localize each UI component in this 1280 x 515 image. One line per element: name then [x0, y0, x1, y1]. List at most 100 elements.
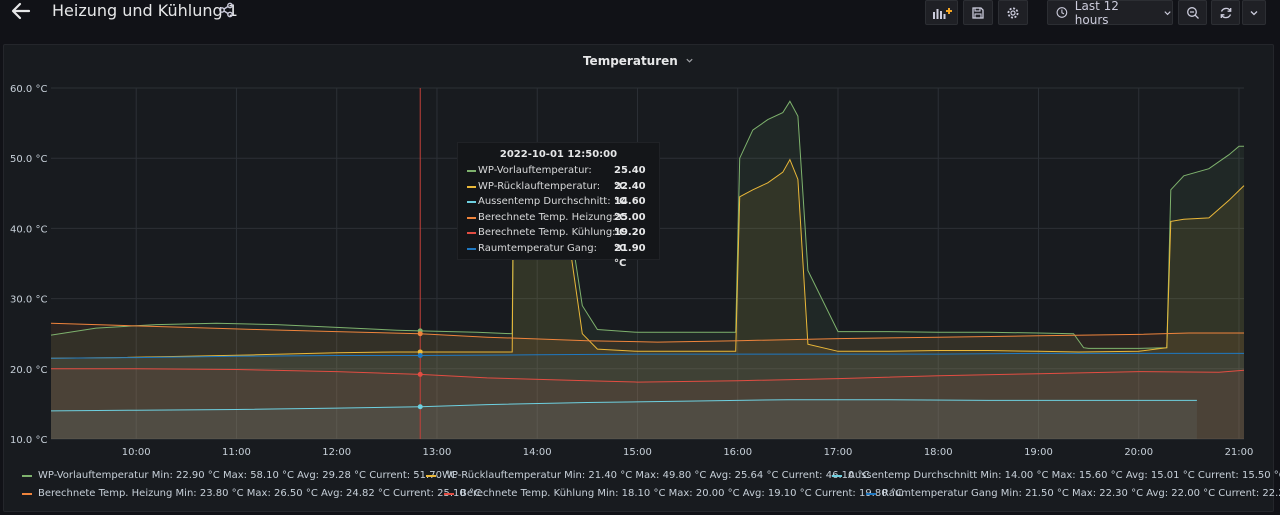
tooltip-series-value: 25.40 °C: [614, 165, 646, 192]
y-tick-label: 60.0 °C: [10, 84, 47, 95]
tooltip-series-name: Raumtemperatur Gang:: [478, 242, 597, 254]
hover-point: [417, 404, 423, 410]
y-tick-label: 30.0 °C: [10, 295, 47, 306]
chevron-down-icon: [686, 58, 693, 63]
gear-icon: [1007, 7, 1019, 18]
series-area: [51, 368, 1244, 439]
x-tick-label: 14:00: [523, 447, 552, 458]
panel-header[interactable]: Temperaturen: [4, 54, 1273, 68]
tooltip-series-value: 25.00 °C: [614, 211, 646, 239]
series-line[interactable]: [50, 352, 1244, 359]
y-tick-label: 50.0 °C: [10, 154, 47, 165]
tooltip-series-name: Berechnete Temp. Heizung:: [478, 211, 616, 223]
series-color-swatch: [467, 216, 476, 219]
tooltip-row: Aussentemp Durchschnitt: 14.60 °C: [458, 194, 659, 223]
hover-point: [417, 349, 423, 355]
clock-icon: [1056, 7, 1068, 18]
hover-point: [417, 371, 423, 377]
temperature-chart[interactable]: 10.0 °C 20.0 °C 30.0 °C 40.0 °C 50.0 °C 60.0 …: [4, 45, 1273, 465]
refresh-button[interactable]: [1211, 0, 1240, 25]
dashboard-navbar: Heizung und Kühlung 1 La: [0, 0, 1280, 40]
series-color-swatch: [444, 493, 454, 495]
legend-item[interactable]: Berechnete Temp. Heizung Min: 23.80 °C M…: [22, 485, 481, 503]
hover-point: [417, 331, 423, 337]
panel-title[interactable]: Temperaturen: [582, 54, 678, 68]
series-color-swatch: [426, 475, 436, 477]
series-color-swatch: [467, 170, 476, 172]
legend-item[interactable]: Aussentemp Durchschnitt Min: 14.00 °C Ma…: [832, 467, 1280, 485]
x-tick-label: 19:00: [1024, 447, 1053, 458]
legend-item[interactable]: Berechnete Temp. Kühlung Min: 18.10 °C M…: [444, 485, 903, 503]
time-range-picker[interactable]: Last 12 hours: [1047, 0, 1173, 27]
series-color-swatch: [467, 232, 476, 234]
x-tick-label: 17:00: [824, 447, 853, 458]
series-line[interactable]: [50, 158, 1245, 359]
series-line[interactable]: [51, 368, 1245, 383]
series-line[interactable]: [50, 399, 1197, 412]
tooltip-series-name: Aussentemp Durchschnitt:: [478, 196, 611, 207]
y-tick-label: 40.0 °C: [10, 224, 47, 235]
tooltip-timestamp: 2022-10-01 12:50:00: [499, 149, 618, 160]
tooltip-row: WP-Rücklauftemperatur: 22.40 °C: [458, 179, 659, 207]
tooltip-series-name: WP-Rücklauftemperatur:: [478, 180, 601, 192]
x-tick-label: 18:00: [924, 447, 953, 458]
legend-label: Berechnete Temp. Kühlung Min: 18.10 °C M…: [460, 488, 903, 499]
x-tick-label: 21:00: [1225, 447, 1254, 458]
series-color-swatch: [467, 185, 476, 188]
legend-item[interactable]: WP-Vorlauftemperatur Min: 22.90 °C Max: …: [22, 467, 457, 485]
tooltip-row: Berechnete Temp. Heizung: 25.00 °C: [458, 210, 659, 238]
series-color-swatch: [467, 247, 476, 250]
series-area: [51, 101, 1244, 440]
x-tick-label: 16:00: [723, 447, 752, 458]
x-tick-label: 12:00: [322, 447, 351, 458]
legend-label: WP-Vorlauftemperatur Min: 22.90 °C Max: …: [38, 470, 458, 481]
tooltip-row: Berechnete Temp. Kühlung: 19.20 °C: [458, 225, 659, 254]
legend-label: WP-Rücklauftemperatur Min: 21.40 °C Max:…: [442, 470, 870, 481]
hover-point: [417, 352, 423, 358]
legend-item[interactable]: Raumtemperatur Gang Min: 21.50 °C Max: 2…: [866, 485, 1280, 503]
tooltip-series-name: WP-Vorlauftemperatur:: [478, 165, 592, 176]
series-line[interactable]: [50, 100, 1244, 349]
series-color-swatch: [832, 475, 842, 477]
dashboard-title[interactable]: Heizung und Kühlung 1: [52, 1, 238, 20]
zoom-out-icon: [1186, 6, 1199, 19]
save-dashboard-button[interactable]: [963, 0, 993, 25]
tooltip-series-name: Berechnete Temp. Kühlung:: [478, 227, 616, 238]
back-arrow-icon[interactable]: [10, 0, 32, 22]
graph-panel: Temperaturen 10.0 °C 20.0 °C 30.0 °C 40.0 °…: [3, 44, 1280, 512]
add-panel-icon: [932, 7, 952, 19]
tooltip-series-value: 19.20 °C: [614, 227, 646, 254]
x-tick-label: 20:00: [1124, 447, 1153, 458]
y-tick-label: 20.0 °C: [10, 365, 47, 376]
series-line[interactable]: [50, 322, 1244, 343]
refresh-interval-dropdown[interactable]: [1242, 0, 1266, 25]
x-tick-label: 13:00: [423, 447, 452, 458]
x-tick-label: 15:00: [623, 447, 652, 458]
legend-label: Raumtemperatur Gang Min: 21.50 °C Max: 2…: [882, 488, 1280, 499]
series-area: [51, 399, 1197, 439]
legend-item[interactable]: WP-Rücklauftemperatur Min: 21.40 °C Max:…: [426, 467, 870, 485]
tooltip-series-value: 21.90 °C: [614, 242, 646, 270]
legend-row: Berechnete Temp. Heizung Min: 23.80 °C M…: [4, 485, 1280, 503]
graph-legend: WP-Vorlauftemperatur Min: 22.90 °C Max: …: [4, 467, 1280, 503]
chevron-down-icon: [1250, 10, 1258, 15]
share-icon[interactable]: [218, 2, 234, 18]
add-panel-button[interactable]: [925, 0, 958, 25]
chevron-down-icon: [1164, 10, 1171, 15]
x-tick-label: 11:00: [222, 447, 251, 458]
save-icon: [972, 6, 984, 19]
series-color-swatch: [22, 493, 32, 495]
tooltip-row: Raumtemperatur Gang: 21.90 °C: [458, 241, 659, 269]
tooltip-row: WP-Vorlauftemperatur: 25.40 °C: [458, 163, 659, 192]
time-range-label: Last 12 hours: [1074, 0, 1119, 27]
zoom-out-button[interactable]: [1178, 0, 1207, 25]
series-color-swatch: [866, 493, 876, 495]
refresh-icon: [1220, 7, 1231, 18]
series-area: [51, 159, 1244, 439]
legend-row: WP-Vorlauftemperatur Min: 22.90 °C Max: …: [4, 467, 1280, 485]
graph-tooltip: 2022-10-01 12:50:00 WP-Vorlauftemperatur…: [457, 142, 660, 269]
x-tick-label: 10:00: [122, 447, 151, 458]
series-area: [51, 353, 1244, 439]
settings-button[interactable]: [998, 0, 1028, 25]
series-color-swatch: [22, 475, 32, 477]
